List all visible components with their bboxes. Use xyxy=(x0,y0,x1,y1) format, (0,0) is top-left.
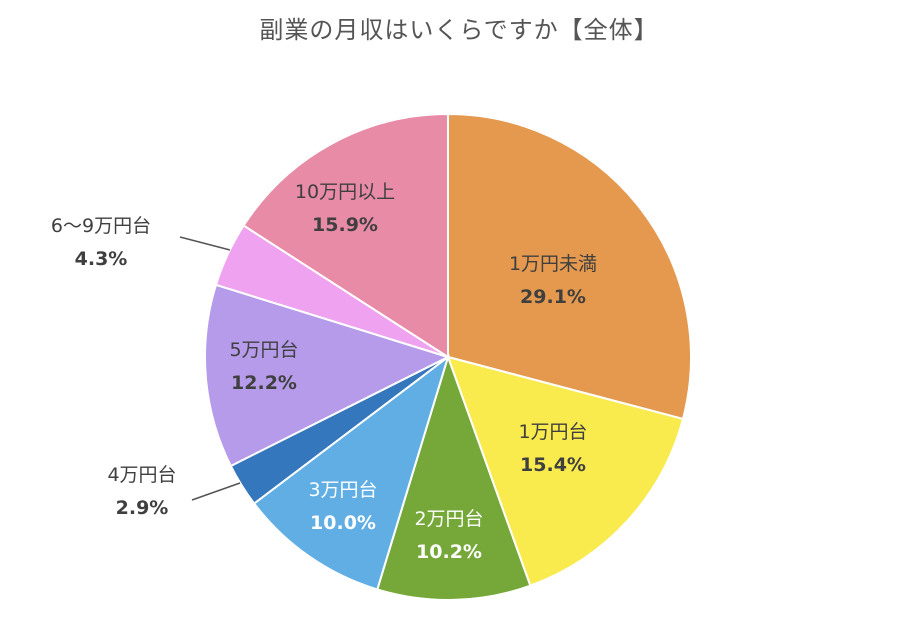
leader-line-5 xyxy=(191,482,241,501)
slice-label-5: 4万円台 xyxy=(107,464,176,486)
slice-label-6: 5万円台 xyxy=(229,339,298,361)
pie-slice-8 xyxy=(242,112,449,359)
pie-slice-3 xyxy=(376,353,532,601)
slice-label-2: 1万円台 xyxy=(518,421,587,443)
pie-slice-1 xyxy=(447,112,692,421)
chart-title: 副業の月収はいくらですか【全体】 xyxy=(259,16,659,44)
slice-value-7: 4.3% xyxy=(75,248,128,270)
slice-label-8: 10万円以上 xyxy=(295,181,395,203)
slice-value-6: 12.2% xyxy=(231,372,297,394)
slice-label-4: 3万円台 xyxy=(308,479,377,501)
pie-slice-6 xyxy=(204,283,451,468)
pie-slice-2 xyxy=(446,355,685,587)
slice-value-5: 2.9% xyxy=(116,497,169,519)
slice-value-1: 29.1% xyxy=(520,286,586,308)
slice-value-3: 10.2% xyxy=(416,541,482,563)
leader-line-7 xyxy=(179,236,231,251)
slice-value-4: 10.0% xyxy=(310,512,376,534)
slice-value-8: 15.9% xyxy=(312,214,378,236)
slice-label-7: 6～9万円台 xyxy=(51,215,151,237)
slice-label-1: 1万円未満 xyxy=(509,253,597,275)
pie-slice-4 xyxy=(252,354,450,591)
slice-value-2: 15.4% xyxy=(520,454,586,476)
slice-label-3: 2万円台 xyxy=(414,508,483,530)
